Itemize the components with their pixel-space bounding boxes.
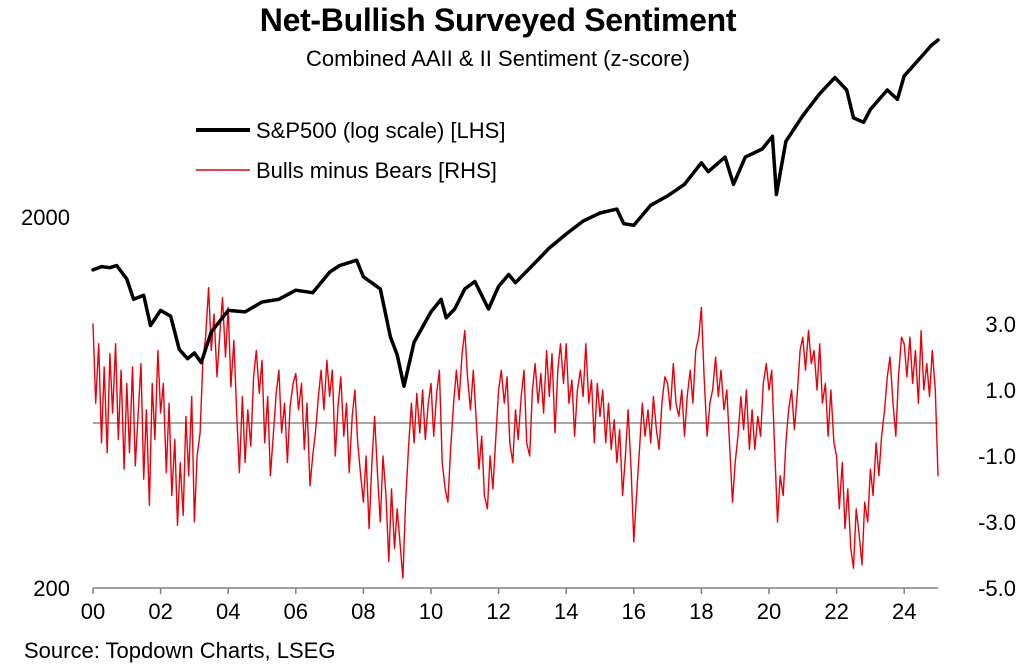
sp500-series-group bbox=[91, 38, 940, 388]
right-tick-label: -3.0 bbox=[978, 510, 1016, 535]
right-tick-label: -5.0 bbox=[978, 576, 1016, 601]
chart-source: Source: Topdown Charts, LSEG bbox=[24, 638, 336, 663]
right-tick-label: 3.0 bbox=[985, 312, 1016, 337]
right-tick-label: -1.0 bbox=[978, 444, 1016, 469]
x-tick-label: 20 bbox=[757, 599, 781, 624]
left-tick-label: 2000 bbox=[21, 205, 70, 230]
x-tick-label: 16 bbox=[622, 599, 646, 624]
chart-title: Net-Bullish Surveyed Sentiment bbox=[259, 2, 737, 38]
x-tick-label: 10 bbox=[419, 599, 443, 624]
sp500-line bbox=[91, 38, 940, 388]
legend-label-sp500: S&P500 (log scale) [LHS] bbox=[256, 118, 505, 143]
x-tick-label: 18 bbox=[689, 599, 713, 624]
right-tick-label: 1.0 bbox=[985, 378, 1016, 403]
bulls-minus-bears-line bbox=[92, 287, 939, 579]
x-tick-label: 04 bbox=[216, 599, 240, 624]
chart-subtitle: Combined AAII & II Sentiment (z-score) bbox=[306, 46, 690, 71]
x-tick-label: 12 bbox=[486, 599, 510, 624]
legend: S&P500 (log scale) [LHS] Bulls minus Bear… bbox=[196, 118, 505, 183]
x-tick-label: 02 bbox=[148, 599, 172, 624]
x-tick-label: 06 bbox=[284, 599, 308, 624]
x-tick-label: 08 bbox=[351, 599, 375, 624]
x-tick-label: 00 bbox=[81, 599, 105, 624]
x-tick-label: 22 bbox=[824, 599, 848, 624]
x-tick-label: 24 bbox=[892, 599, 916, 624]
x-tick-label: 14 bbox=[554, 599, 578, 624]
legend-label-sentiment: Bulls minus Bears [RHS] bbox=[256, 158, 497, 183]
axes-group: 00 02 04 06 08 10 12 14 16 18 20 22 24 2000 200 3.0 1.0 -… bbox=[21, 205, 1016, 624]
sentiment-series-group bbox=[92, 287, 939, 579]
left-tick-label: 200 bbox=[33, 576, 70, 601]
